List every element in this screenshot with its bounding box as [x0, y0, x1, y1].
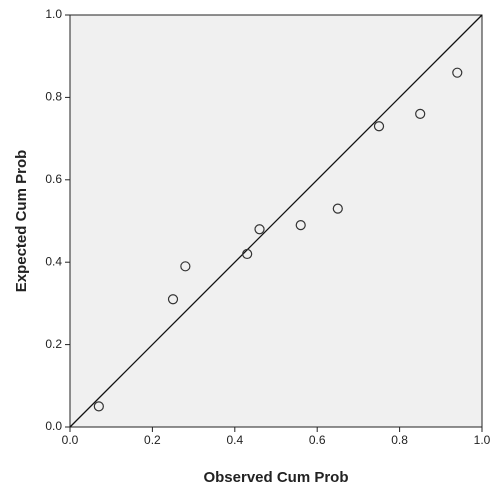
reference-line: [69, 14, 483, 428]
data-point: [452, 67, 463, 78]
data-point: [373, 121, 385, 132]
x-tick-label: 0.2: [144, 433, 161, 447]
y-tick-label: 0.6: [45, 172, 62, 186]
data-point: [332, 203, 343, 214]
x-axis-title: Observed Cum Prob: [203, 469, 348, 486]
data-point: [242, 248, 253, 260]
data-point: [93, 401, 104, 412]
data-point: [295, 220, 306, 231]
x-tick-label: 0.8: [391, 433, 408, 447]
x-tick-label: 0.4: [226, 433, 243, 447]
y-tick-label: 0.0: [45, 419, 62, 433]
data-point: [180, 261, 191, 272]
y-tick-label: 0.2: [45, 337, 62, 351]
data-point: [415, 108, 426, 119]
y-tick-label: 1.0: [45, 7, 62, 21]
data-point: [167, 294, 179, 305]
y-tick-label: 0.8: [45, 90, 62, 104]
data-point: [254, 224, 265, 235]
x-tick-label: 0.6: [309, 433, 326, 447]
x-tick-label: 0.0: [62, 433, 79, 447]
x-tick-label: 1.0: [474, 433, 491, 447]
y-axis-title: Expected Cum Prob: [13, 150, 30, 293]
y-tick-label: 0.4: [45, 254, 62, 268]
